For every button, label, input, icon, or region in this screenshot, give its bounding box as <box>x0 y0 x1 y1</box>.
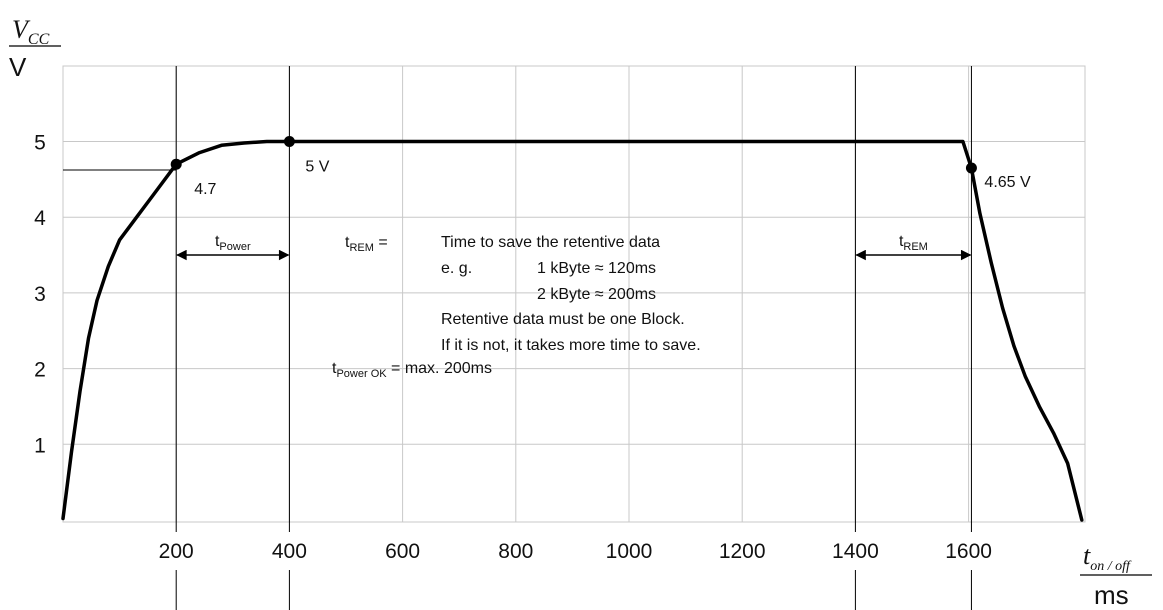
x-tick-label: 1200 <box>719 540 766 563</box>
x-tick-label: 1400 <box>832 540 879 563</box>
note-line-1: Time to save the retentive data <box>441 234 660 251</box>
data-point-label: 5 V <box>305 159 329 176</box>
y-axis-label: VCC V <box>9 15 61 82</box>
note-line-4: Retentive data must be one Block. <box>441 311 685 328</box>
note-line-3: 2 kByte ≈ 200ms <box>537 286 656 303</box>
y-tick-labels: 1 2 3 4 5 <box>34 132 46 458</box>
svg-text:ton / off: ton / off <box>1083 541 1132 574</box>
y-axis-sub: CC <box>28 31 50 48</box>
data-points: 4.7 5 V 4.65 V <box>170 136 1031 198</box>
trem-definition-label: tREM = <box>345 234 388 254</box>
x-axis-unit: ms <box>1094 580 1129 610</box>
x-tick-label: 200 <box>159 540 194 563</box>
y-axis-var: V <box>12 15 31 44</box>
data-point <box>965 162 977 174</box>
x-axis-var: t <box>1083 541 1091 570</box>
svg-text:VCC: VCC <box>12 15 50 48</box>
data-point <box>283 136 295 147</box>
x-tick-label: 1600 <box>945 540 992 563</box>
interval-arrows: tPower tREM <box>176 233 972 261</box>
x-axis-sub: on / off <box>1090 559 1132 574</box>
tpowerok-definition: tPower OK = max. 200ms <box>332 360 492 380</box>
y-tick-label: 5 <box>34 132 46 155</box>
y-axis-unit: V <box>9 52 27 82</box>
x-axis-label: ton / off ms <box>1080 541 1152 610</box>
vcc-curve <box>61 139 1084 522</box>
note-line-2: 1 kByte ≈ 120ms <box>537 260 656 277</box>
data-point-label: 4.7 <box>194 181 216 198</box>
y-tick-label: 1 <box>34 434 46 457</box>
x-tick-labels: 200 400 600 800 1000 1200 1400 1600 <box>159 540 992 563</box>
note-line-5: If it is not, it takes more time to save… <box>441 337 701 354</box>
x-tick-label: 800 <box>498 540 533 563</box>
interval-label: tREM <box>899 233 928 253</box>
x-tick-label: 600 <box>385 540 420 563</box>
y-tick-label: 2 <box>34 359 46 382</box>
y-tick-label: 3 <box>34 283 46 306</box>
note-eg: e. g. <box>441 260 472 277</box>
x-tick-label: 1000 <box>606 540 653 563</box>
data-point-label: 4.65 V <box>984 174 1031 191</box>
interval-label: tPower <box>215 233 251 253</box>
annotation-block: tREM = Time to save the retentive data e… <box>332 234 701 380</box>
x-tick-label: 400 <box>272 540 307 563</box>
plot-frame <box>62 65 1086 523</box>
y-tick-label: 4 <box>34 207 46 230</box>
data-point <box>170 158 182 170</box>
